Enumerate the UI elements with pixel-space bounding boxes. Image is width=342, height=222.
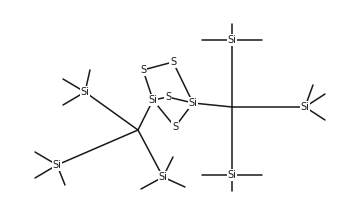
Text: S: S: [172, 122, 178, 132]
Text: Si: Si: [81, 87, 90, 97]
Text: S: S: [170, 57, 176, 67]
Text: S: S: [140, 65, 146, 75]
Text: Si: Si: [53, 160, 62, 170]
Text: Si: Si: [227, 35, 236, 45]
Text: Si: Si: [301, 102, 310, 112]
Text: S: S: [165, 92, 171, 102]
Text: Si: Si: [159, 172, 168, 182]
Text: Si: Si: [188, 98, 197, 108]
Text: Si: Si: [148, 95, 157, 105]
Text: Si: Si: [227, 170, 236, 180]
